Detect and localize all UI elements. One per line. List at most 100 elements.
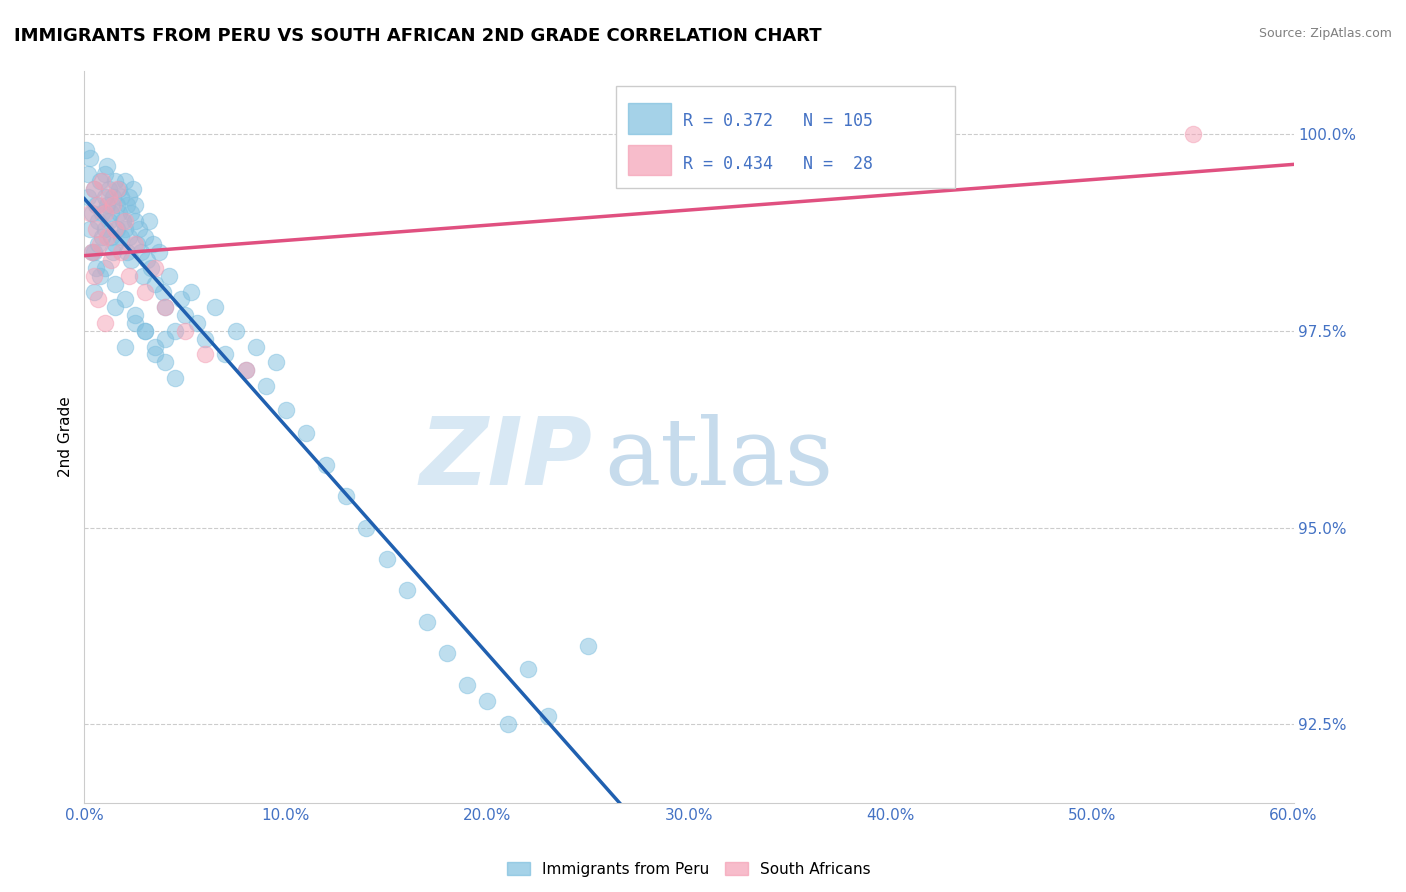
- Point: [87, 214, 110, 228]
- Point: [75, 143, 97, 157]
- Point: [120, 206, 142, 220]
- Point: [79, 206, 101, 220]
- Point: [143, 260, 166, 275]
- Point: [86, 221, 108, 235]
- Text: ZIP: ZIP: [419, 413, 592, 505]
- Point: [143, 347, 166, 361]
- Point: [165, 324, 187, 338]
- Point: [93, 167, 115, 181]
- Text: R = 0.434   N =  28: R = 0.434 N = 28: [683, 154, 873, 172]
- Point: [114, 214, 136, 228]
- Point: [180, 285, 202, 299]
- Point: [100, 229, 122, 244]
- FancyBboxPatch shape: [628, 145, 671, 175]
- Point: [186, 316, 208, 330]
- Point: [118, 268, 141, 283]
- Point: [274, 402, 297, 417]
- Point: [87, 293, 110, 307]
- Point: [91, 174, 114, 188]
- Point: [143, 340, 166, 354]
- Point: [107, 182, 129, 196]
- FancyBboxPatch shape: [628, 103, 671, 134]
- Point: [104, 174, 127, 188]
- Point: [96, 159, 118, 173]
- Point: [214, 347, 236, 361]
- Point: [194, 332, 217, 346]
- Point: [235, 363, 257, 377]
- Point: [93, 260, 115, 275]
- Point: [100, 253, 122, 268]
- Point: [107, 206, 129, 220]
- Point: [477, 693, 499, 707]
- Point: [128, 221, 150, 235]
- Point: [416, 615, 439, 629]
- Point: [104, 221, 127, 235]
- Point: [110, 229, 132, 244]
- Point: [114, 174, 136, 188]
- Point: [89, 268, 111, 283]
- Point: [125, 237, 148, 252]
- Point: [496, 717, 519, 731]
- Point: [110, 245, 132, 260]
- Point: [516, 662, 538, 676]
- Point: [134, 324, 156, 338]
- Point: [83, 182, 105, 196]
- Point: [153, 355, 176, 369]
- Point: [235, 363, 257, 377]
- Point: [104, 277, 127, 291]
- Text: Source: ZipAtlas.com: Source: ZipAtlas.com: [1258, 27, 1392, 40]
- Point: [87, 237, 110, 252]
- Point: [254, 379, 277, 393]
- Point: [148, 245, 170, 260]
- Point: [93, 221, 115, 235]
- Point: [120, 253, 142, 268]
- Point: [89, 174, 111, 188]
- Point: [82, 206, 104, 220]
- Point: [86, 198, 108, 212]
- Point: [129, 245, 152, 260]
- Point: [83, 268, 105, 283]
- Point: [118, 190, 141, 204]
- Point: [110, 190, 132, 204]
- Point: [295, 426, 318, 441]
- Point: [118, 229, 141, 244]
- Text: IMMIGRANTS FROM PERU VS SOUTH AFRICAN 2ND GRADE CORRELATION CHART: IMMIGRANTS FROM PERU VS SOUTH AFRICAN 2N…: [14, 27, 821, 45]
- Text: R = 0.372   N = 105: R = 0.372 N = 105: [683, 112, 873, 130]
- Point: [83, 182, 105, 196]
- Point: [165, 371, 187, 385]
- Point: [82, 245, 104, 260]
- Point: [143, 277, 166, 291]
- Point: [111, 214, 134, 228]
- Point: [356, 520, 378, 534]
- Point: [97, 214, 120, 228]
- Point: [194, 347, 217, 361]
- Point: [132, 268, 155, 283]
- Point: [96, 229, 118, 244]
- Point: [97, 190, 120, 204]
- Point: [134, 229, 156, 244]
- Point: [124, 198, 146, 212]
- Point: [79, 221, 101, 235]
- Point: [170, 293, 193, 307]
- Point: [93, 206, 115, 220]
- Point: [153, 332, 176, 346]
- Point: [153, 301, 176, 315]
- Point: [114, 293, 136, 307]
- Point: [157, 268, 180, 283]
- Point: [139, 260, 162, 275]
- Point: [97, 182, 120, 196]
- Point: [124, 316, 146, 330]
- Point: [101, 190, 124, 204]
- Point: [96, 198, 118, 212]
- Point: [115, 245, 138, 260]
- FancyBboxPatch shape: [616, 86, 955, 188]
- Point: [124, 237, 146, 252]
- Point: [395, 583, 418, 598]
- Point: [142, 237, 165, 252]
- Point: [77, 167, 100, 181]
- Point: [134, 324, 156, 338]
- Point: [174, 324, 197, 338]
- Point: [115, 198, 138, 212]
- Point: [87, 198, 110, 212]
- Point: [93, 190, 115, 204]
